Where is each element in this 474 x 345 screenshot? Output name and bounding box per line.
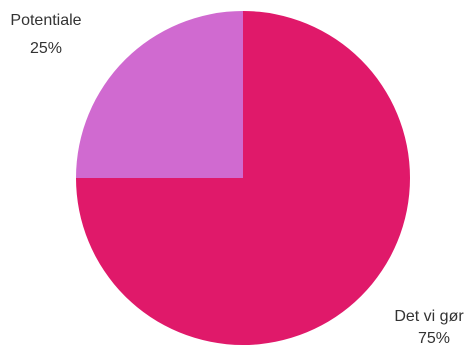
pie-slice-potentiale: [76, 11, 243, 178]
pie-slices: [76, 11, 410, 345]
slice-label-det-vi-gor: Det vi gør: [394, 308, 464, 325]
slice-label-potentiale: Potentiale: [10, 12, 81, 29]
slice-value-det-vi-gor: 75%: [418, 330, 450, 345]
slice-value-potentiale: 25%: [30, 40, 62, 57]
